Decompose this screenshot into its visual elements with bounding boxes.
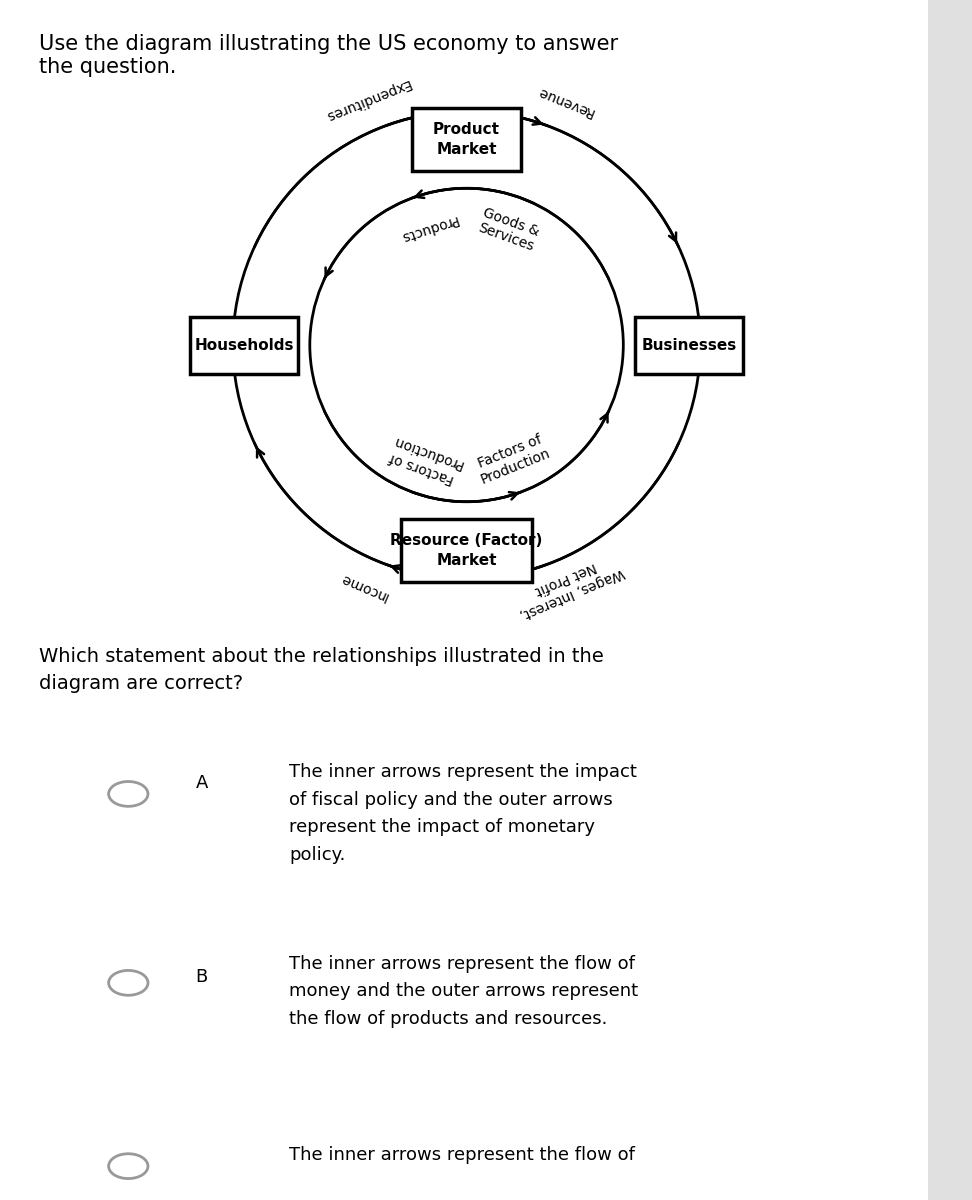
Text: Businesses: Businesses [642,337,737,353]
Text: Factors of
Production: Factors of Production [385,433,465,487]
Text: The inner arrows represent the impact
of fiscal policy and the outer arrows
repr: The inner arrows represent the impact of… [290,763,637,864]
Text: Households: Households [194,337,294,353]
FancyBboxPatch shape [635,317,743,373]
Text: Income: Income [338,570,391,602]
Text: Factors of
Production: Factors of Production [472,431,552,486]
Text: B: B [195,968,208,986]
Text: Products: Products [398,212,460,245]
Text: Revenue: Revenue [535,84,595,120]
Text: Use the diagram illustrating the US economy to answer
the question.: Use the diagram illustrating the US econ… [39,34,618,77]
Text: The inner arrows represent the flow of
money and the outer arrows represent
the : The inner arrows represent the flow of m… [290,955,639,1028]
FancyBboxPatch shape [412,108,521,172]
Text: The inner arrows represent the flow of: The inner arrows represent the flow of [290,1146,635,1164]
Text: Product
Market: Product Market [434,122,500,157]
Text: A: A [195,774,208,792]
Text: Wages, Interest,
Net Profit: Wages, Interest, Net Profit [511,551,627,623]
Text: Goods &
Services: Goods & Services [475,205,541,254]
FancyBboxPatch shape [191,317,298,373]
Text: Which statement about the relationships illustrated in the
diagram are correct?: Which statement about the relationships … [39,647,604,692]
Text: Expenditures: Expenditures [323,76,412,122]
FancyBboxPatch shape [401,518,532,582]
Text: Resource (Factor)
Market: Resource (Factor) Market [391,533,542,568]
